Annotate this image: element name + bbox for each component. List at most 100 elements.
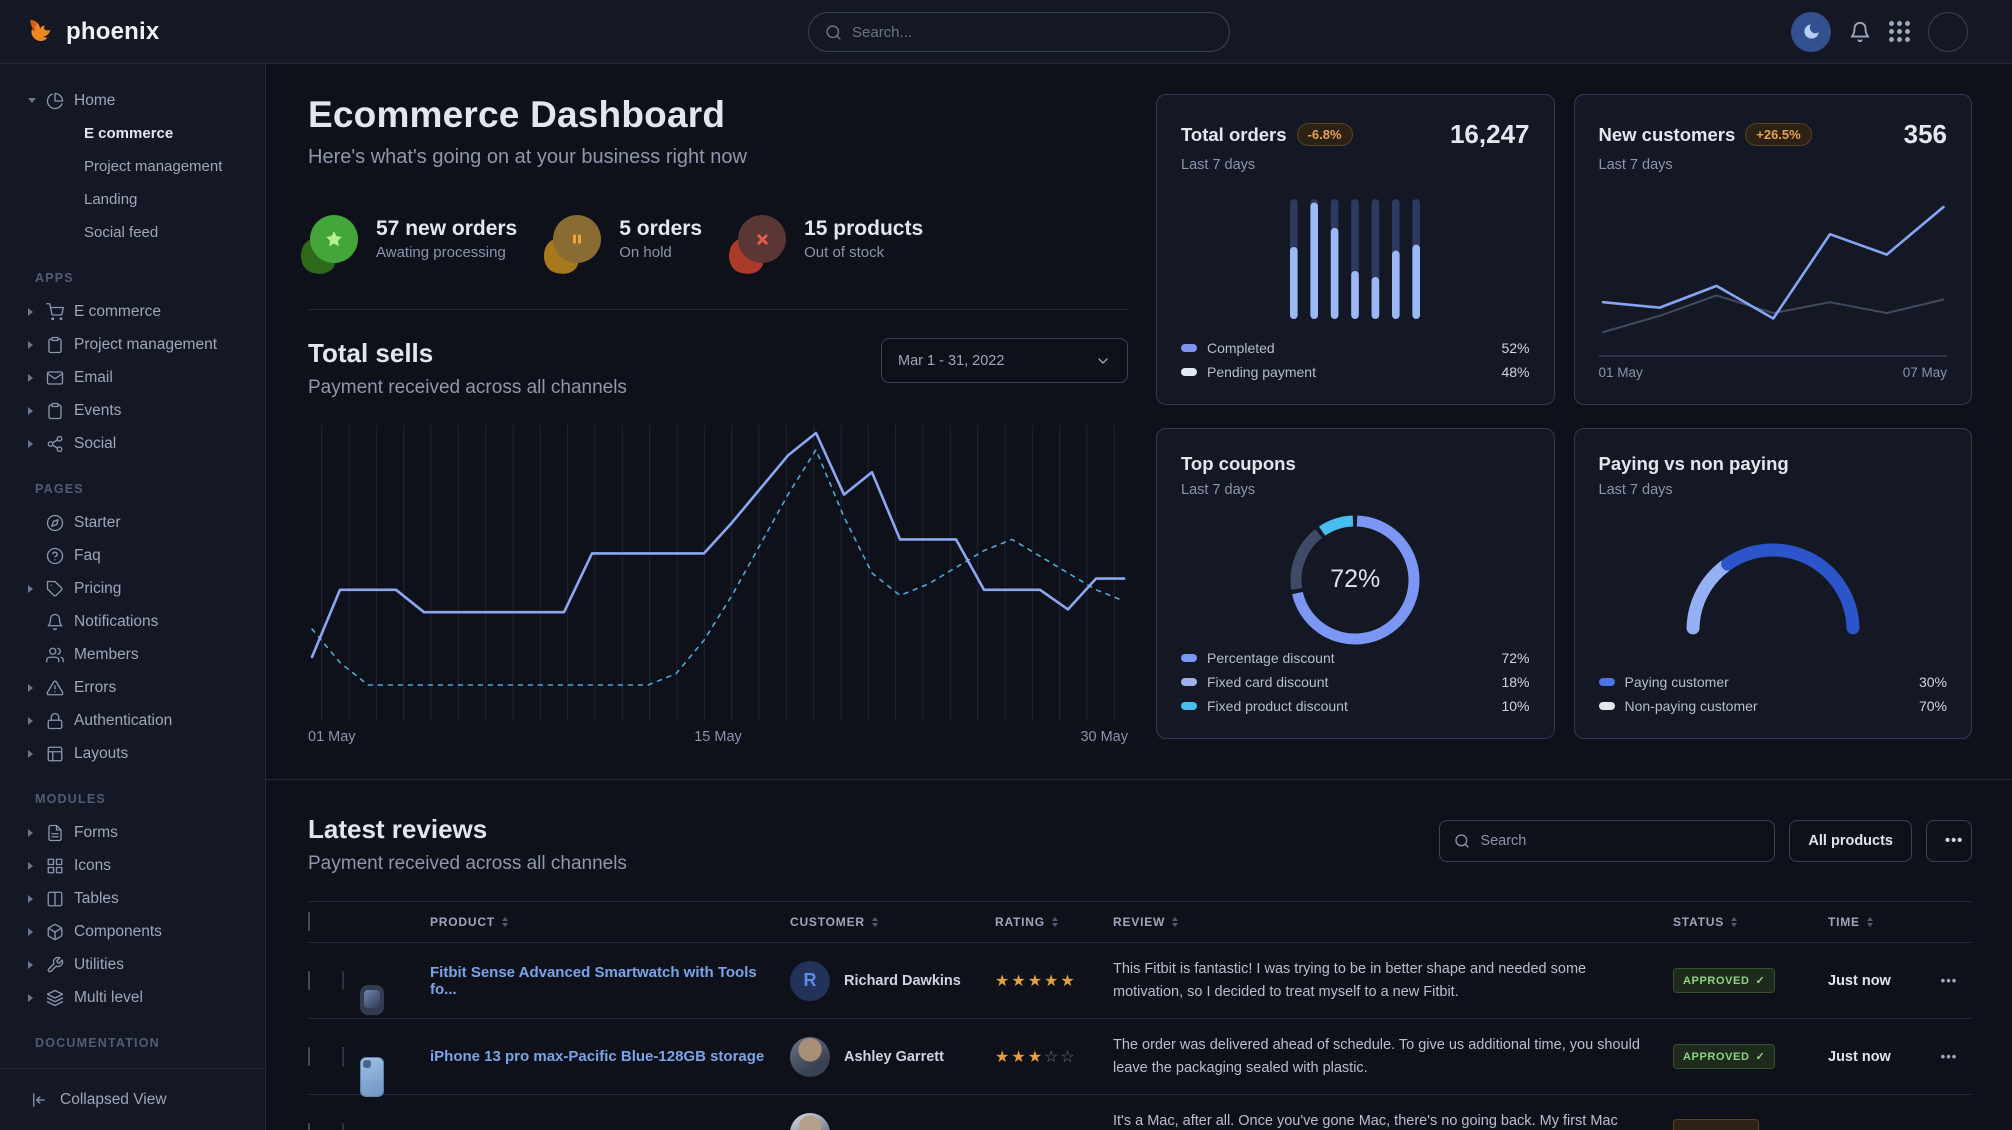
stat-new-orders: 57 new orders Awating processing xyxy=(296,213,517,279)
kpi-cards: Total orders -6.8% 16,247 Last 7 days Co… xyxy=(1156,94,1972,745)
customer-cell xyxy=(790,1112,995,1130)
apps-grid-icon xyxy=(1889,21,1910,42)
select-all-checkbox[interactable] xyxy=(308,912,310,931)
caret-right-icon xyxy=(28,439,44,448)
theme-toggle-button[interactable] xyxy=(1791,11,1831,52)
caret-right-icon xyxy=(28,993,44,1002)
sidebar-item-errors[interactable]: Errors xyxy=(0,671,265,704)
sidebar-item-social[interactable]: Social xyxy=(0,427,265,460)
cart-icon xyxy=(46,302,64,321)
product-image-smartwatch[interactable] xyxy=(342,970,384,1015)
apps-grid-button[interactable] xyxy=(1889,21,1910,42)
col-customer[interactable]: CUSTOMER xyxy=(790,915,995,929)
new-customers-badge: +26.5% xyxy=(1745,123,1812,146)
brand-name: phoenix xyxy=(66,17,160,45)
sidebar-item-multi-level[interactable]: Multi level xyxy=(0,981,265,1014)
grid-icon xyxy=(46,857,64,875)
customer-cell: R Richard Dawkins xyxy=(790,960,995,1001)
row-checkbox[interactable] xyxy=(308,1046,310,1066)
col-status[interactable]: STATUS xyxy=(1673,915,1828,929)
row-actions-button[interactable]: ••• xyxy=(1926,1125,1972,1130)
global-search[interactable] xyxy=(808,12,1230,52)
rating-stars: ★★★☆☆ xyxy=(995,1048,1077,1066)
lock-icon xyxy=(46,712,64,730)
latest-reviews-section: Latest reviews Payment received across a… xyxy=(308,814,1972,1130)
sidebar-item-ecommerce[interactable]: E commerce xyxy=(0,295,265,328)
caret-right-icon xyxy=(28,340,44,349)
user-avatar[interactable] xyxy=(1928,11,1968,52)
col-rating[interactable]: RATING xyxy=(995,915,1113,929)
sidebar-item-forms[interactable]: Forms xyxy=(0,816,265,849)
search-input[interactable] xyxy=(852,23,1213,41)
sidebar-item-social-feed[interactable]: Social feed xyxy=(84,224,159,241)
col-time[interactable]: TIME xyxy=(1828,915,1926,929)
chevron-down-icon xyxy=(1098,357,1108,364)
brand-logo[interactable]: phoenix xyxy=(0,17,159,47)
row-actions-button[interactable]: ••• xyxy=(1940,1049,1958,1064)
row-checkbox[interactable] xyxy=(308,1122,310,1130)
review-time: Just now xyxy=(1828,1048,1891,1065)
total-orders-bar-chart xyxy=(1290,199,1421,319)
sidebar-item-ecommerce-dashboard[interactable]: E commerce xyxy=(84,125,174,142)
caret-right-icon xyxy=(28,749,44,758)
sidebar-item-landing[interactable]: Landing xyxy=(84,191,138,208)
sidebar-item-faq[interactable]: Faq xyxy=(0,539,265,572)
product-link[interactable]: iPhone 13 pro max-Pacific Blue-128GB sto… xyxy=(430,1048,765,1065)
columns-icon xyxy=(46,890,64,908)
new-customers-line-chart xyxy=(1598,205,1947,357)
sidebar-section-pages: PAGES xyxy=(35,482,84,496)
total-orders-value: 16,247 xyxy=(1449,119,1530,149)
row-actions-button[interactable]: ••• xyxy=(1940,973,1958,988)
sidebar-section-modules: MODULES xyxy=(35,792,106,806)
review-text: It's a Mac, after all. Once you've gone … xyxy=(1113,1113,1618,1130)
sidebar-item-notifications[interactable]: Notifications xyxy=(0,605,265,638)
sidebar-item-home[interactable]: Home xyxy=(0,84,265,117)
review-time: Just now xyxy=(1828,972,1891,989)
all-products-button[interactable]: All products xyxy=(1789,820,1912,862)
notifications-button[interactable] xyxy=(1849,21,1871,43)
sidebar-item-layouts[interactable]: Layouts xyxy=(0,737,265,770)
sidebar-item-components[interactable]: Components xyxy=(0,915,265,948)
navbar-actions xyxy=(1791,11,2012,52)
product-image-iphone[interactable] xyxy=(342,1046,384,1097)
sidebar-item-project-management-dashboard[interactable]: Project management xyxy=(84,158,223,175)
caret-right-icon xyxy=(28,716,44,725)
tag-icon xyxy=(46,580,64,598)
col-product[interactable]: PRODUCT xyxy=(430,915,790,929)
caret-right-icon xyxy=(28,927,44,936)
sidebar-item-events[interactable]: Events xyxy=(0,394,265,427)
sidebar-item-starter[interactable]: Starter xyxy=(0,506,265,539)
sidebar-item-email[interactable]: Email xyxy=(0,361,265,394)
pie-chart-icon xyxy=(46,92,64,110)
help-circle-icon xyxy=(46,547,64,565)
sidebar-item-pricing[interactable]: Pricing xyxy=(0,572,265,605)
avatar[interactable]: R xyxy=(790,960,830,1001)
product-link[interactable]: Fitbit Sense Advanced Smartwatch with To… xyxy=(430,963,757,998)
clipboard-icon xyxy=(46,336,64,354)
reviews-search[interactable] xyxy=(1439,820,1776,862)
col-review[interactable]: REVIEW xyxy=(1113,915,1673,929)
customer-cell: Ashley Garrett xyxy=(790,1036,995,1077)
reviews-search-input[interactable] xyxy=(1480,833,1761,849)
date-range-select[interactable]: Mar 1 - 31, 2022 xyxy=(881,338,1128,383)
status-badge: APPROVED xyxy=(1673,968,1776,993)
reviews-more-button[interactable]: ••• xyxy=(1926,820,1972,862)
product-image-macbook[interactable] xyxy=(342,1122,344,1130)
collapse-sidebar-button[interactable]: Collapsed View xyxy=(0,1068,265,1130)
avatar[interactable] xyxy=(790,1036,830,1077)
stat-out-of-stock: 15 products Out of stock xyxy=(724,213,923,279)
rating-stars: ★★★★★ xyxy=(995,972,1077,990)
sidebar-item-authentication[interactable]: Authentication xyxy=(0,704,265,737)
new-customers-card: New customers +26.5% 356 Last 7 days 01 … xyxy=(1573,94,1972,405)
row-checkbox[interactable] xyxy=(308,970,310,990)
total-sells-x-axis: 01 May 15 May 30 May xyxy=(308,729,1128,745)
caret-right-icon xyxy=(28,584,44,593)
sidebar-item-utilities[interactable]: Utilities xyxy=(0,948,265,981)
review-text: The order was delivered ahead of schedul… xyxy=(1113,1037,1640,1076)
sidebar-item-icons[interactable]: Icons xyxy=(0,849,265,882)
sidebar-item-members[interactable]: Members xyxy=(0,638,265,671)
sidebar-item-project-management[interactable]: Project management xyxy=(0,328,265,361)
divider xyxy=(308,309,1128,310)
avatar[interactable] xyxy=(790,1112,830,1130)
sidebar-item-tables[interactable]: Tables xyxy=(0,882,265,915)
